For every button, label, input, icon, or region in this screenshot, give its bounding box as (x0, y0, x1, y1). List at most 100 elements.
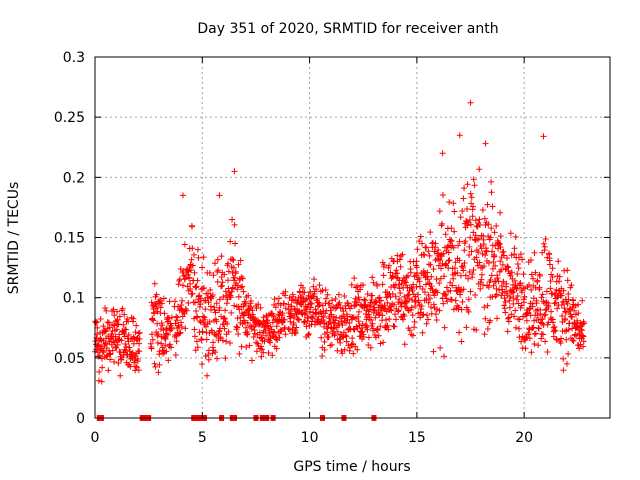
data-point (507, 230, 514, 237)
data-point (538, 294, 545, 301)
data-point (536, 284, 543, 291)
data-point (397, 252, 404, 259)
data-point (213, 300, 220, 307)
data-point (462, 238, 469, 245)
data-point (236, 306, 243, 313)
data-point (427, 304, 434, 311)
data-point (221, 271, 228, 278)
data-point (111, 312, 118, 319)
data-point (470, 176, 477, 183)
data-point (290, 314, 297, 321)
data-point (414, 246, 421, 253)
data-point (131, 357, 138, 364)
data-point (492, 262, 499, 269)
data-point (292, 330, 299, 337)
data-point (153, 305, 160, 312)
data-point (205, 356, 212, 363)
data-point (365, 342, 372, 349)
data-point (520, 299, 527, 306)
data-point (580, 333, 587, 340)
data-point (395, 308, 402, 315)
data-point (117, 349, 124, 356)
data-point (200, 254, 207, 261)
data-point (475, 235, 482, 242)
data-point (484, 325, 491, 332)
data-point (178, 324, 185, 331)
data-point (319, 302, 326, 309)
data-point (569, 337, 576, 344)
data-point (560, 367, 567, 374)
data-point (280, 300, 287, 307)
data-point (249, 357, 256, 364)
data-point (485, 221, 492, 228)
data-point (431, 292, 438, 299)
data-point (194, 277, 201, 284)
data-point (99, 364, 106, 371)
x-tick-label: 0 (91, 430, 100, 446)
data-point (321, 346, 328, 353)
data-point (185, 271, 192, 278)
data-point (203, 336, 210, 343)
data-point (440, 250, 447, 257)
data-point (351, 275, 358, 282)
data-point (199, 264, 206, 271)
data-point (559, 312, 566, 319)
data-point (411, 318, 418, 325)
data-point (196, 292, 203, 299)
data-point (397, 263, 404, 270)
data-point (439, 192, 446, 199)
data-point (289, 325, 296, 332)
data-point (343, 338, 350, 345)
data-point (430, 348, 437, 355)
data-point (510, 288, 517, 295)
data-point (273, 345, 280, 352)
data-point (320, 314, 327, 321)
data-point (535, 325, 542, 332)
data-point (506, 304, 513, 311)
data-point (103, 353, 110, 360)
data-point (528, 257, 534, 264)
data-point (107, 356, 114, 363)
data-point (522, 345, 529, 352)
data-point (258, 353, 265, 360)
data-point (511, 251, 518, 258)
data-point (516, 325, 523, 332)
data-point (301, 289, 308, 296)
data-point (351, 326, 358, 333)
data-point (511, 278, 518, 285)
data-point (441, 291, 448, 298)
data-point (534, 312, 541, 319)
data-point (398, 280, 405, 287)
data-point (419, 240, 426, 247)
data-point (445, 264, 452, 271)
data-point (194, 246, 201, 253)
data-point (109, 308, 116, 315)
data-point (441, 244, 448, 251)
data-point (529, 303, 536, 310)
data-point (488, 272, 495, 279)
data-point (209, 350, 216, 357)
data-point (501, 302, 508, 309)
data-point (531, 340, 538, 347)
data-point (220, 294, 227, 301)
data-point (149, 336, 156, 343)
data-point (409, 312, 416, 319)
data-point (516, 316, 523, 323)
data-point (579, 332, 586, 339)
data-point (506, 314, 513, 321)
data-point (157, 304, 164, 311)
data-point (487, 277, 494, 284)
data-point (135, 367, 142, 374)
data-point (256, 320, 263, 327)
data-point (185, 299, 192, 306)
data-point (372, 298, 379, 305)
data-point (476, 216, 483, 223)
data-point (496, 240, 503, 247)
data-point (117, 372, 124, 379)
data-point (459, 298, 466, 305)
data-point (461, 185, 468, 192)
data-point (187, 267, 194, 274)
data-point (392, 311, 399, 318)
data-point (374, 282, 381, 289)
data-point (434, 289, 441, 296)
